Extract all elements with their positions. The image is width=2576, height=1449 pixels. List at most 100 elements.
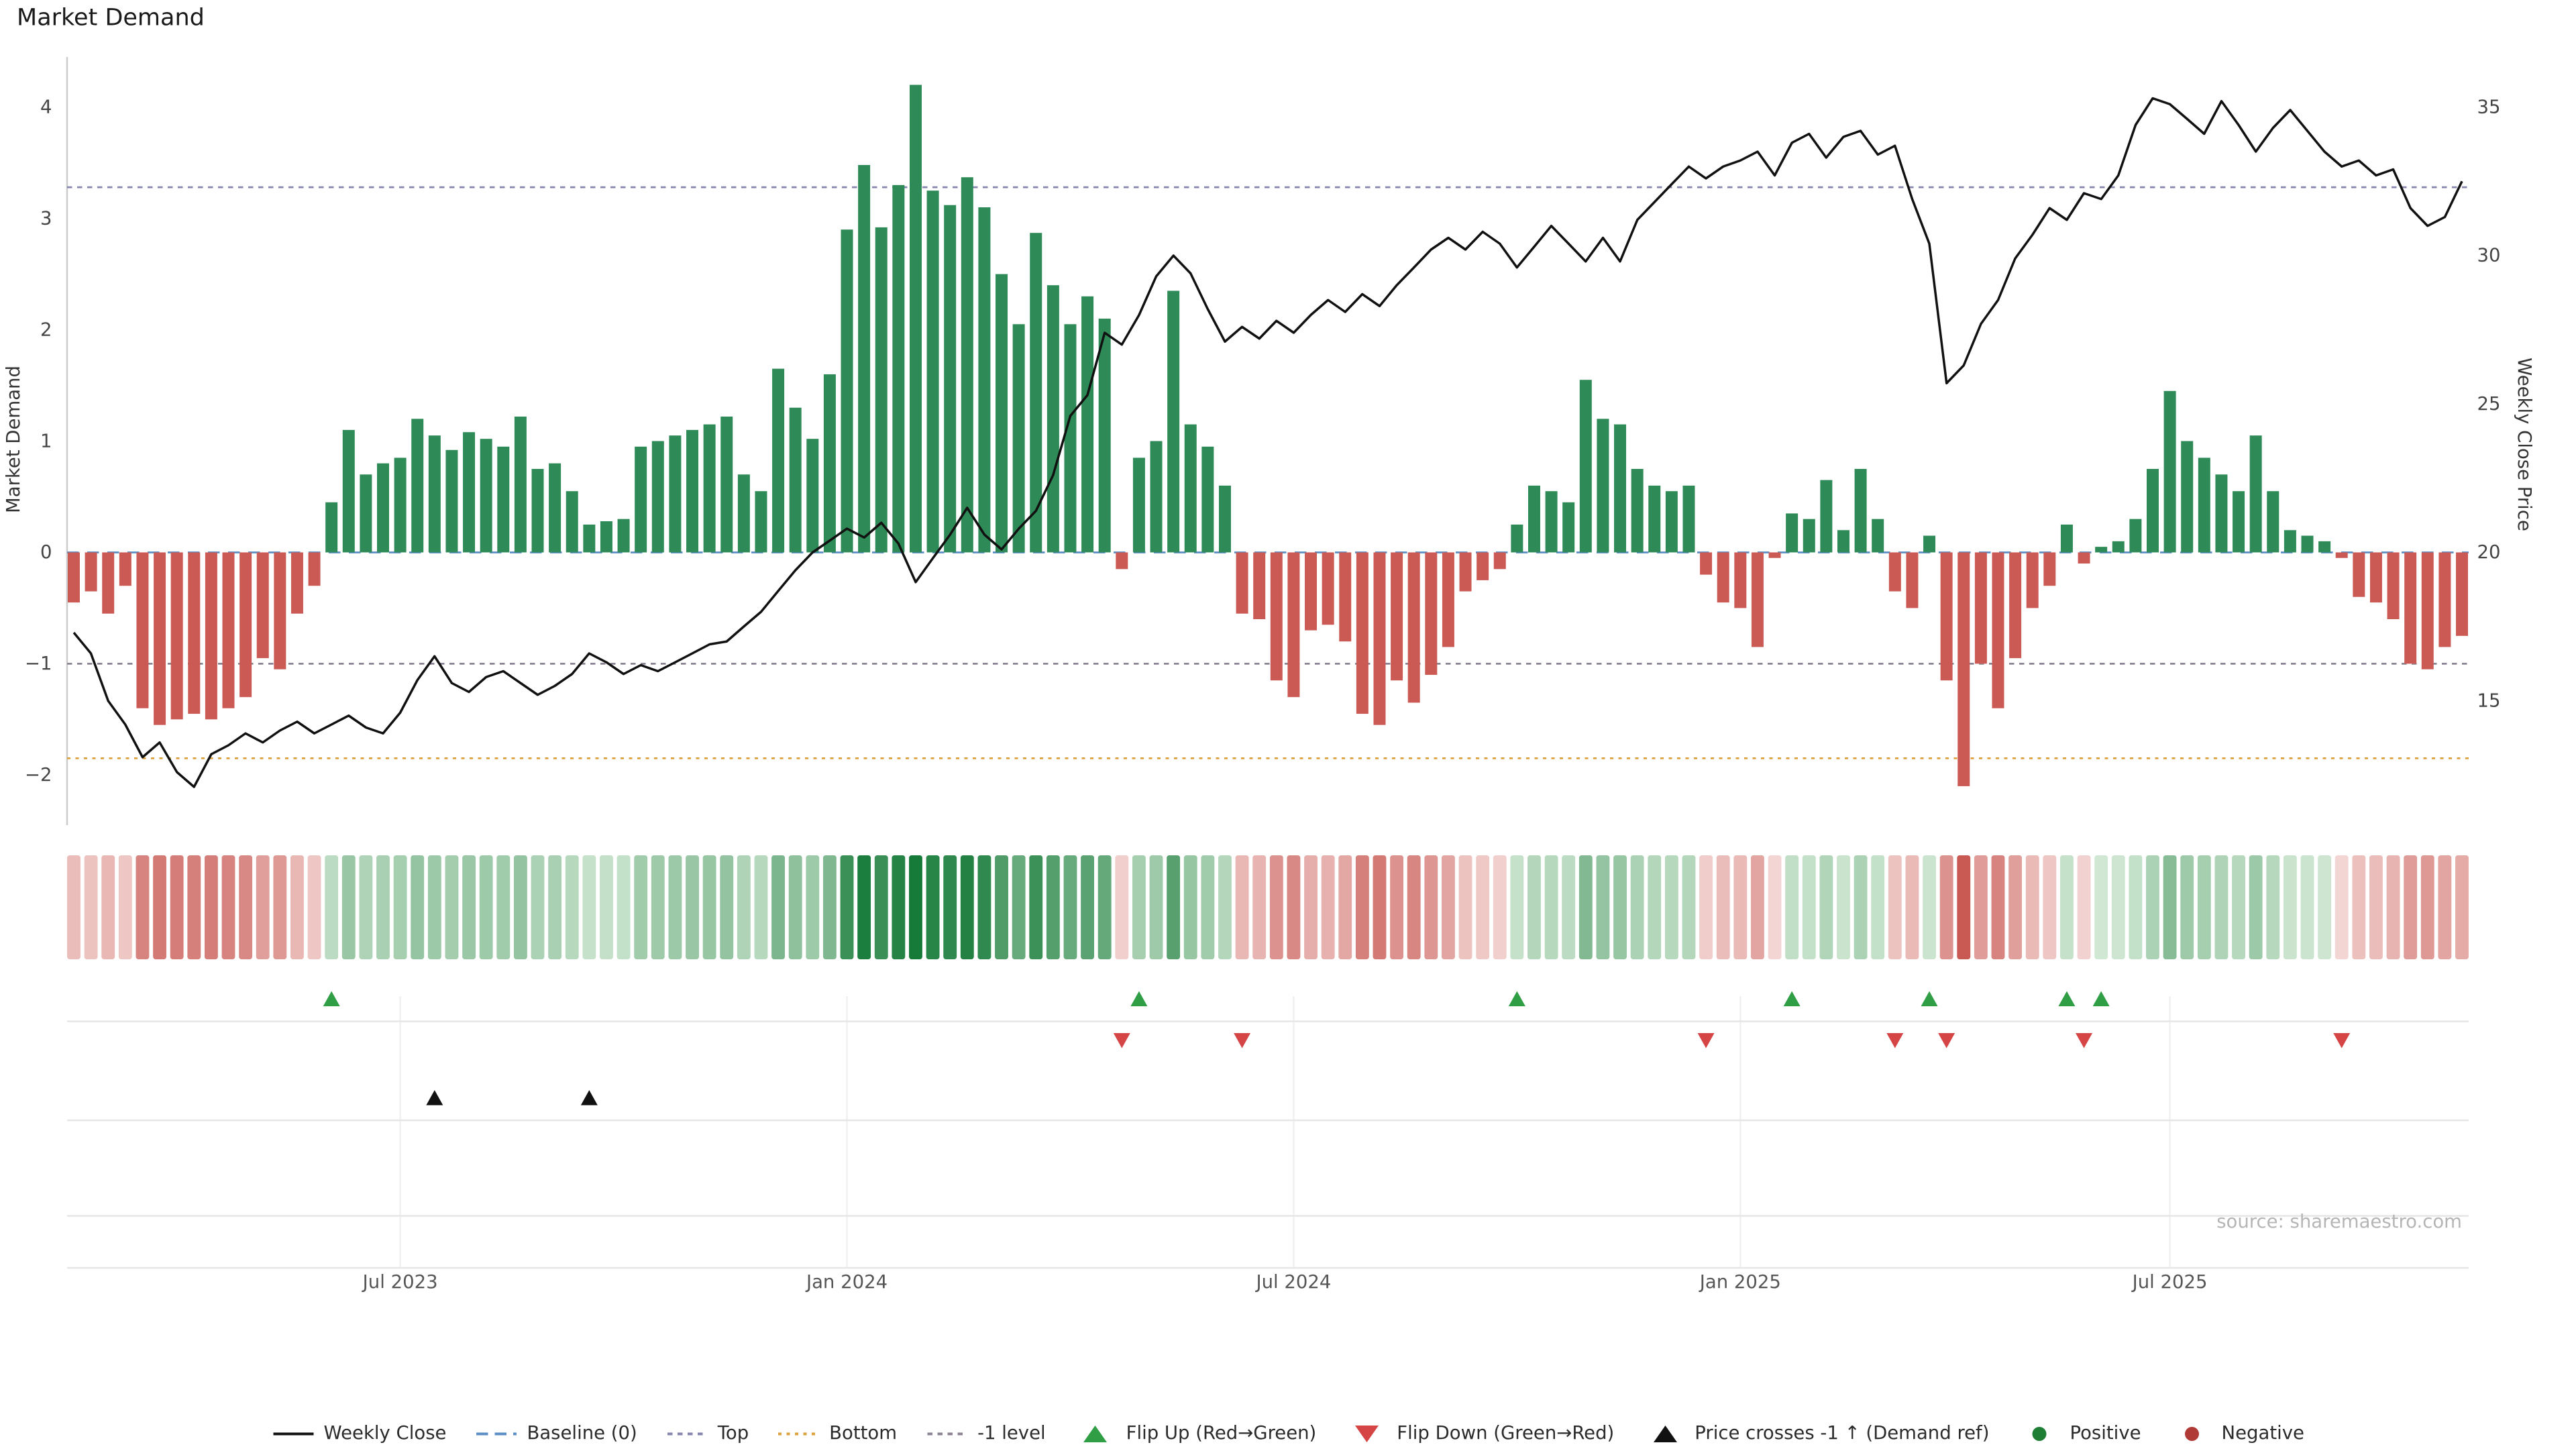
demand-bar	[2129, 519, 2142, 553]
demand-bar	[772, 368, 785, 553]
demand-bar	[909, 85, 922, 553]
demand-bar	[1030, 233, 1042, 553]
heatmap-cell	[2420, 855, 2434, 959]
right-axis-tick-label: 25	[2477, 393, 2501, 415]
demand-bar	[1923, 535, 1936, 553]
demand-bar	[428, 435, 441, 553]
heatmap-cell	[2025, 855, 2039, 959]
heatmap-cell	[2180, 855, 2194, 959]
heatmap-cell	[1819, 855, 1833, 959]
dot-swatch-icon	[2033, 1426, 2047, 1440]
demand-bar	[2249, 435, 2262, 553]
demand-bar	[1614, 424, 1627, 553]
heatmap-cell	[1269, 855, 1283, 959]
demand-bar	[566, 491, 578, 553]
demand-bar	[1391, 552, 1403, 681]
heatmap-cell	[565, 855, 579, 959]
demand-bar	[1373, 552, 1386, 725]
line-swatch-icon	[779, 1432, 820, 1435]
heatmap-cell	[2232, 855, 2245, 959]
demand-bar	[686, 429, 699, 553]
demand-bar	[1992, 552, 2004, 708]
reference-lines-layer	[67, 186, 2469, 759]
heatmap-cell	[1750, 855, 1764, 959]
heatmap-cell	[2283, 855, 2297, 959]
demand-bar	[119, 552, 131, 586]
demand-bar	[1751, 552, 1764, 647]
heatmap-cell	[101, 855, 115, 959]
heatmap-cell	[307, 855, 321, 959]
heatmap-cell	[1527, 855, 1541, 959]
heatmap-cell	[2094, 855, 2108, 959]
demand-bar	[2284, 530, 2296, 553]
heatmap-cell	[1596, 855, 1610, 959]
demand-bar	[1872, 519, 1884, 553]
heatmap-cell	[2352, 855, 2366, 959]
heatmap-cell	[1081, 855, 1095, 959]
demand-bar	[1167, 290, 1180, 553]
demand-bar	[308, 552, 321, 586]
heatmap-cell	[1871, 855, 1885, 959]
heatmap-cell	[2334, 855, 2349, 959]
heatmap-cell	[1338, 855, 1352, 959]
demand-bar	[1957, 552, 1970, 786]
heatmap-cell	[702, 855, 716, 959]
demand-bar	[1820, 480, 1833, 553]
demand-bar	[1459, 552, 1472, 592]
flip-down-marker	[2333, 1033, 2351, 1049]
demand-bar	[1287, 552, 1300, 698]
demand-bar	[1682, 485, 1695, 553]
heatmap-cell	[1321, 855, 1335, 959]
heatmap-cell	[840, 855, 854, 959]
demand-bar	[2421, 552, 2434, 669]
heatmap-cell	[1768, 855, 1782, 959]
price-cross-marker	[426, 1090, 443, 1106]
demand-bar	[1236, 552, 1248, 614]
demand-bar	[2163, 390, 2176, 553]
flip-down-marker	[1938, 1033, 1955, 1049]
legend-item-label: Flip Up (Red→Green)	[1126, 1422, 1317, 1444]
triangle-down-swatch-icon	[1354, 1424, 1379, 1442]
chart-title: Market Demand	[17, 5, 205, 32]
demand-bar	[669, 435, 682, 553]
price-line-layer	[72, 97, 2463, 788]
demand-bar	[256, 552, 269, 659]
heatmap-cell	[1407, 855, 1421, 959]
legend-item: Flip Down (Green→Red)	[1345, 1422, 1614, 1444]
heatmap-cell	[2369, 855, 2383, 959]
heatmap-cell	[2111, 855, 2125, 959]
legend-item-label: Price crosses -1 ↑ (Demand ref)	[1695, 1422, 1990, 1444]
flip-down-marker	[1113, 1033, 1130, 1049]
heatmap-cell	[892, 855, 906, 959]
demand-bar	[360, 474, 372, 553]
heatmap-cell	[634, 855, 648, 959]
heatmap-cell	[376, 855, 390, 959]
source-credit: source: sharemaestro.com	[2216, 1211, 2462, 1233]
demand-bar	[1803, 519, 1815, 553]
heatmap-cell	[1355, 855, 1369, 959]
demand-bar	[1064, 324, 1077, 553]
flip-down-marker	[1234, 1033, 1251, 1049]
legend-item: -1 level	[926, 1422, 1046, 1444]
heatmap-cell	[67, 855, 80, 959]
heatmap-cell	[1802, 855, 1816, 959]
heatmap-cell	[616, 855, 631, 959]
heatmap-cell	[2077, 855, 2091, 959]
line-swatch-icon	[273, 1432, 314, 1435]
heatmap-cell	[393, 855, 407, 959]
right-axis-tick-label: 35	[2477, 96, 2501, 117]
demand-bar	[1253, 552, 1266, 620]
demand-bar	[1631, 468, 1644, 553]
heatmap-cell	[1716, 855, 1730, 959]
flip-down-marker	[1697, 1033, 1715, 1049]
demand-bar	[1527, 485, 1540, 553]
heatmap-cell	[1424, 855, 1438, 959]
demand-bar	[2181, 441, 2194, 553]
demand-bar	[239, 552, 252, 698]
legend-item: Bottom	[777, 1422, 897, 1444]
heatmap-cell	[187, 855, 201, 959]
legend-item-label: Top	[717, 1422, 749, 1444]
heatmap-cell	[1287, 855, 1301, 959]
